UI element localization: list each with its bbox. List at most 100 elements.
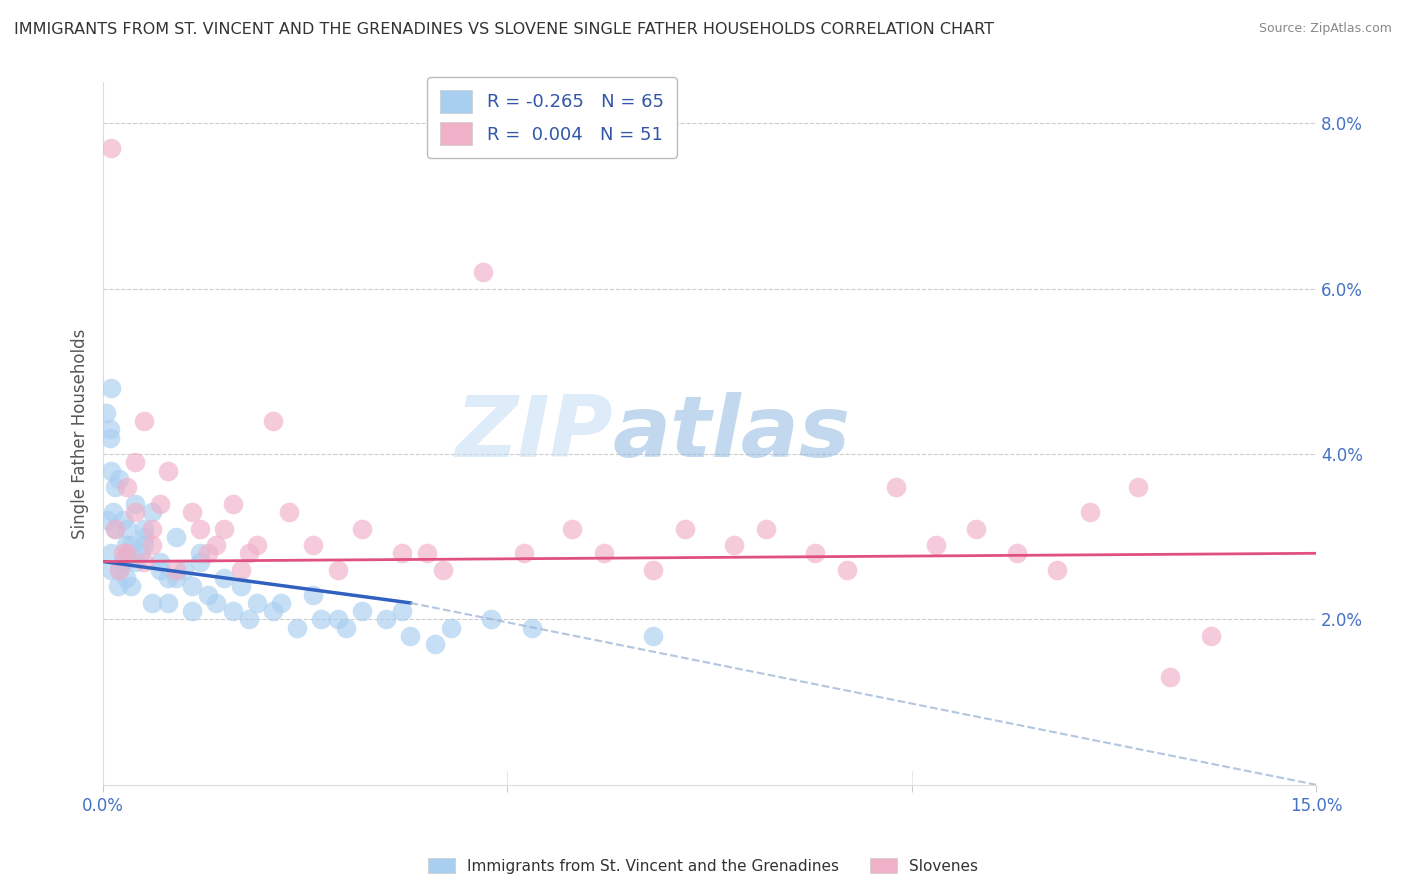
- Point: [156, 464, 179, 478]
- Point: [415, 546, 437, 560]
- Point: [98, 431, 121, 445]
- Text: Source: ZipAtlas.com: Source: ZipAtlas.com: [1258, 22, 1392, 36]
- Point: [149, 563, 172, 577]
- Text: ZIP: ZIP: [456, 392, 613, 475]
- Point: [925, 538, 948, 552]
- Point: [350, 522, 373, 536]
- Point: [278, 505, 301, 519]
- Point: [141, 522, 163, 536]
- Point: [641, 629, 664, 643]
- Point: [270, 596, 292, 610]
- Point: [375, 612, 398, 626]
- Point: [262, 414, 284, 428]
- Point: [350, 604, 373, 618]
- Point: [285, 621, 308, 635]
- Point: [100, 381, 122, 395]
- Point: [205, 596, 228, 610]
- Point: [188, 522, 211, 536]
- Point: [141, 596, 163, 610]
- Point: [188, 546, 211, 560]
- Point: [835, 563, 858, 577]
- Point: [302, 588, 325, 602]
- Point: [238, 612, 260, 626]
- Point: [120, 579, 142, 593]
- Point: [104, 522, 127, 536]
- Point: [132, 522, 155, 536]
- Point: [117, 522, 139, 536]
- Point: [149, 555, 172, 569]
- Point: [124, 505, 146, 519]
- Point: [335, 621, 357, 635]
- Point: [101, 505, 124, 519]
- Point: [108, 563, 131, 577]
- Point: [107, 579, 129, 593]
- Point: [188, 555, 211, 569]
- Point: [1159, 670, 1181, 684]
- Point: [884, 480, 907, 494]
- Point: [221, 604, 243, 618]
- Point: [1199, 629, 1222, 643]
- Point: [246, 596, 269, 610]
- Point: [141, 538, 163, 552]
- Point: [165, 571, 187, 585]
- Point: [238, 546, 260, 560]
- Point: [96, 513, 118, 527]
- Point: [512, 546, 534, 560]
- Point: [128, 546, 150, 560]
- Point: [173, 563, 195, 577]
- Point: [673, 522, 696, 536]
- Point: [112, 555, 135, 569]
- Point: [391, 546, 413, 560]
- Point: [132, 414, 155, 428]
- Point: [302, 538, 325, 552]
- Point: [112, 513, 135, 527]
- Point: [181, 505, 204, 519]
- Point: [221, 497, 243, 511]
- Point: [117, 480, 139, 494]
- Text: IMMIGRANTS FROM ST. VINCENT AND THE GRENADINES VS SLOVENE SINGLE FATHER HOUSEHOL: IMMIGRANTS FROM ST. VINCENT AND THE GREN…: [14, 22, 994, 37]
- Point: [165, 530, 187, 544]
- Point: [132, 555, 155, 569]
- Point: [423, 637, 446, 651]
- Point: [561, 522, 583, 536]
- Point: [641, 563, 664, 577]
- Point: [114, 571, 136, 585]
- Point: [156, 596, 179, 610]
- Point: [520, 621, 543, 635]
- Point: [1126, 480, 1149, 494]
- Point: [326, 612, 349, 626]
- Point: [1078, 505, 1101, 519]
- Point: [112, 555, 135, 569]
- Point: [197, 546, 219, 560]
- Point: [132, 530, 155, 544]
- Point: [124, 455, 146, 469]
- Point: [181, 604, 204, 618]
- Point: [124, 497, 146, 511]
- Legend: R = -0.265   N = 65, R =  0.004   N = 51: R = -0.265 N = 65, R = 0.004 N = 51: [427, 77, 676, 158]
- Point: [156, 571, 179, 585]
- Point: [112, 546, 135, 560]
- Point: [120, 538, 142, 552]
- Point: [440, 621, 463, 635]
- Point: [124, 555, 146, 569]
- Point: [205, 538, 228, 552]
- Point: [100, 546, 122, 560]
- Point: [100, 563, 122, 577]
- Point: [479, 612, 502, 626]
- Point: [723, 538, 745, 552]
- Point: [117, 546, 139, 560]
- Y-axis label: Single Father Households: Single Father Households: [72, 328, 89, 539]
- Point: [108, 563, 131, 577]
- Point: [246, 538, 269, 552]
- Point: [432, 563, 454, 577]
- Point: [965, 522, 987, 536]
- Point: [472, 265, 495, 279]
- Point: [114, 538, 136, 552]
- Point: [755, 522, 778, 536]
- Point: [803, 546, 825, 560]
- Point: [94, 406, 117, 420]
- Legend: Immigrants from St. Vincent and the Grenadines, Slovenes: Immigrants from St. Vincent and the Gren…: [422, 852, 984, 880]
- Point: [197, 588, 219, 602]
- Point: [132, 538, 155, 552]
- Point: [214, 571, 236, 585]
